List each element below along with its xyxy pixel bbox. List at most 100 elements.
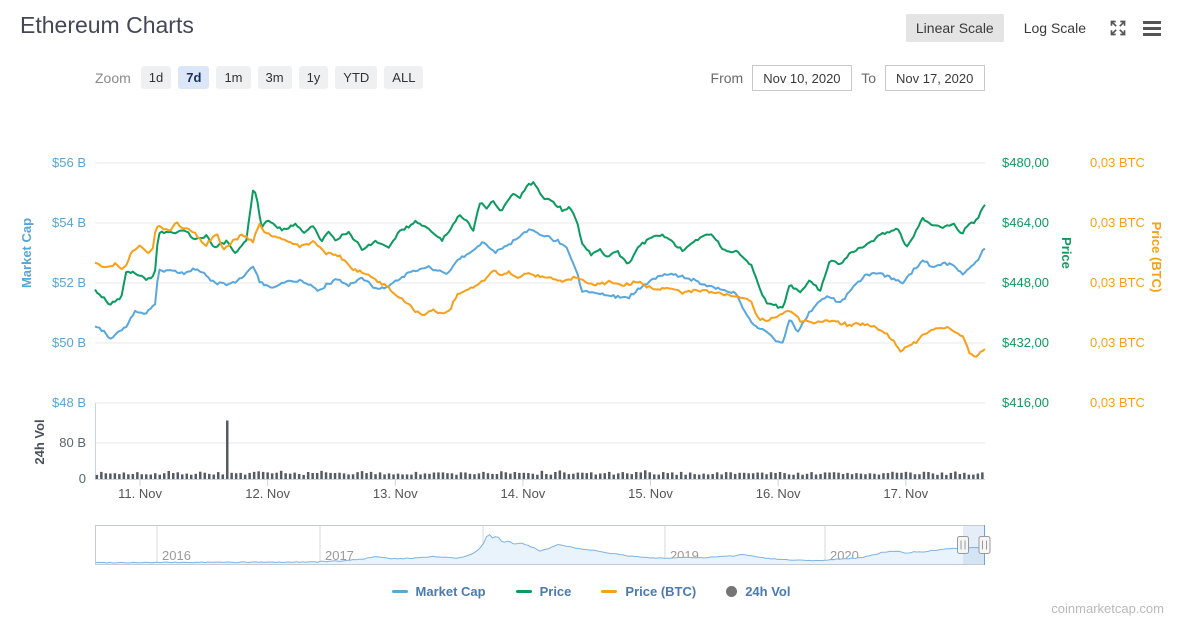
to-date-input[interactable] bbox=[885, 65, 985, 91]
from-date-input[interactable] bbox=[752, 65, 853, 91]
volume-bar bbox=[886, 473, 890, 479]
volume-bar bbox=[608, 471, 611, 479]
volume-bar bbox=[913, 474, 917, 479]
volume-bar bbox=[109, 473, 112, 479]
market-cap-axis-title: Market Cap bbox=[19, 218, 34, 288]
legend-item-price[interactable]: Price bbox=[515, 584, 572, 599]
volume-tick-label: 0 bbox=[79, 471, 86, 486]
linear-scale-button[interactable]: Linear Scale bbox=[905, 14, 1004, 42]
menu-icon[interactable] bbox=[1140, 20, 1164, 37]
range-button-1d[interactable]: 1d bbox=[140, 66, 172, 89]
log-scale-button[interactable]: Log Scale bbox=[1023, 20, 1086, 36]
legend-item-24h-vol[interactable]: 24h Vol bbox=[726, 584, 790, 599]
volume-bar-spike bbox=[226, 420, 229, 479]
legend-item-market-cap[interactable]: Market Cap bbox=[391, 584, 486, 599]
volume-bar bbox=[351, 474, 355, 479]
x-axis-label: 11. Nov bbox=[118, 486, 162, 501]
volume-bar bbox=[248, 472, 251, 479]
volume-bar bbox=[671, 472, 674, 479]
volume-bar bbox=[252, 471, 256, 479]
volume-bar bbox=[617, 473, 620, 479]
price-line[interactable] bbox=[94, 181, 986, 309]
range-button-3m[interactable]: 3m bbox=[257, 66, 292, 89]
range-button-ytd[interactable]: YTD bbox=[335, 66, 378, 89]
range-button-1y[interactable]: 1y bbox=[298, 66, 329, 89]
volume-bar bbox=[378, 472, 382, 479]
price-axis-title: Price bbox=[1059, 237, 1074, 269]
volume-bar bbox=[518, 472, 521, 479]
price-tick-label: $416,00 bbox=[1002, 395, 1049, 410]
volume-bar bbox=[221, 474, 224, 479]
volume-bar bbox=[702, 473, 705, 479]
market-cap-line[interactable] bbox=[94, 228, 986, 344]
volume-bar bbox=[855, 473, 858, 479]
navigator-handle-right[interactable] bbox=[978, 536, 991, 554]
volume-bar bbox=[720, 474, 723, 479]
volume-bar bbox=[293, 472, 296, 479]
ethereum-chart-canvas[interactable]: $48 B $50 B $52 B $54 B $56 B $416,00 $432,00 $… bbox=[0, 0, 1182, 575]
volume-axis-title: 24h Vol bbox=[32, 419, 47, 464]
volume-bar bbox=[437, 472, 440, 479]
price-tick-label: $464,00 bbox=[1002, 215, 1049, 230]
volume-bar bbox=[954, 471, 957, 479]
volume-bar bbox=[787, 474, 791, 479]
volume-bar bbox=[563, 472, 566, 479]
volume-bar bbox=[504, 472, 508, 479]
volume-bar bbox=[118, 474, 121, 479]
volume-bar bbox=[653, 474, 656, 479]
navigator-selected-range[interactable] bbox=[963, 526, 985, 564]
volume-bar bbox=[850, 474, 854, 479]
volume-bar bbox=[733, 473, 737, 479]
range-button-7d[interactable]: 7d bbox=[178, 66, 210, 89]
volume-bar bbox=[522, 472, 526, 479]
volume-bar bbox=[972, 474, 975, 479]
legend-label: Price (BTC) bbox=[625, 584, 697, 599]
navigator-handle-left[interactable] bbox=[957, 536, 970, 554]
volume-bar bbox=[266, 472, 269, 479]
volume-bar bbox=[895, 472, 899, 479]
x-axis-label: 13. Nov bbox=[373, 486, 418, 501]
volume-bar bbox=[136, 472, 139, 479]
range-button-all[interactable]: ALL bbox=[384, 66, 424, 89]
volume-bar bbox=[976, 473, 980, 479]
volume-bar bbox=[873, 473, 876, 479]
volume-bar bbox=[234, 473, 238, 479]
x-axis-label: 14. Nov bbox=[501, 486, 546, 501]
legend-swatch bbox=[726, 586, 738, 597]
volume-bar bbox=[513, 472, 517, 479]
legend-label: Price bbox=[539, 584, 572, 599]
volume-bar bbox=[810, 472, 813, 479]
volume-bar bbox=[554, 472, 557, 479]
expand-icon[interactable] bbox=[1106, 18, 1130, 38]
volume-bar bbox=[270, 473, 274, 479]
volume-bar bbox=[612, 474, 615, 479]
volume-bar bbox=[459, 472, 463, 479]
volume-bar bbox=[423, 473, 427, 479]
legend-item-price-btc-[interactable]: Price (BTC) bbox=[601, 584, 696, 599]
volume-bar bbox=[864, 474, 867, 479]
volume-bar bbox=[949, 472, 953, 479]
volume-bar bbox=[774, 473, 777, 479]
volume-bar bbox=[931, 473, 935, 479]
volume-bar bbox=[491, 473, 494, 479]
price-btc-tick-label: 0,03 BTC bbox=[1090, 275, 1145, 290]
volume-bar bbox=[549, 474, 553, 479]
x-axis-label: 16. Nov bbox=[756, 486, 801, 501]
volume-bar bbox=[239, 472, 242, 479]
volume-bar bbox=[603, 473, 606, 479]
volume-bar bbox=[347, 474, 350, 479]
volume-bar bbox=[729, 472, 732, 479]
volume-bar bbox=[140, 474, 143, 479]
volume-bar bbox=[387, 473, 391, 479]
volume-bar bbox=[432, 472, 436, 479]
volume-bar bbox=[936, 474, 939, 479]
volume-bar bbox=[405, 474, 409, 479]
market-cap-tick-label: $50 B bbox=[52, 335, 86, 350]
volume-bar bbox=[401, 474, 404, 479]
volume-bar bbox=[172, 473, 175, 479]
x-axis-label: 17. Nov bbox=[883, 486, 928, 501]
volume-bar bbox=[769, 472, 773, 479]
volume-bar bbox=[217, 472, 220, 479]
range-button-1m[interactable]: 1m bbox=[216, 66, 251, 89]
price-btc--line[interactable] bbox=[94, 221, 986, 358]
